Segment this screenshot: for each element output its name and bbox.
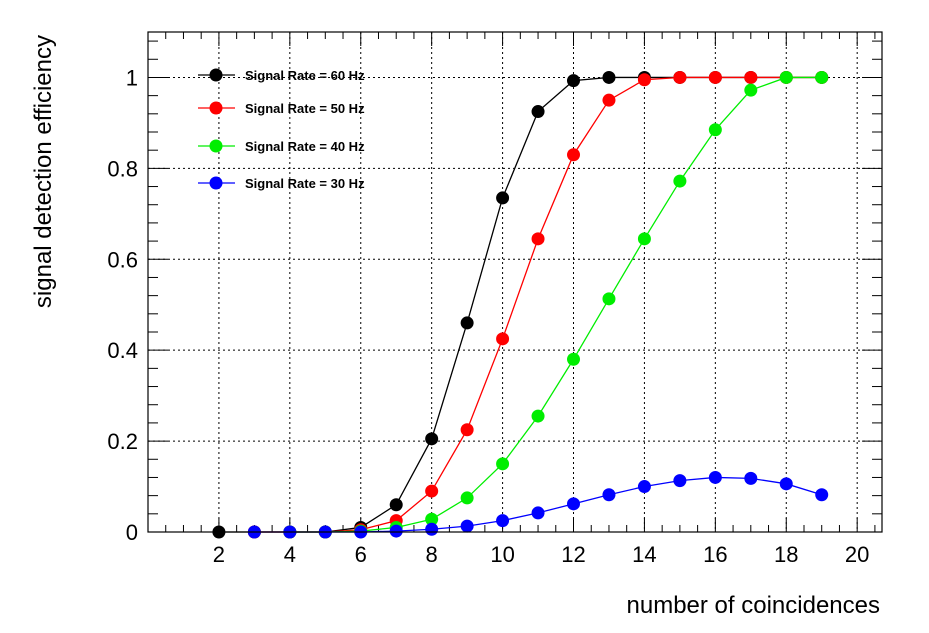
tick-labels: 2 4 6 8 10 12 14 16 18 20 0 0.2 0.4 0.6 0.8 1 (107, 65, 869, 567)
series-line (289, 76, 822, 533)
plot-frame (147, 31, 883, 533)
data-point (389, 524, 403, 538)
data-point (673, 174, 687, 188)
series-line (254, 476, 822, 533)
legend-label: Signal Rate = 50 Hz (245, 101, 365, 116)
data-point (637, 73, 651, 87)
y-tick-label: 0.4 (107, 338, 138, 363)
legend-entry: Signal Rate = 60 Hz (198, 68, 365, 83)
data-point (496, 332, 510, 346)
data-point (637, 480, 651, 494)
data-point (637, 232, 651, 246)
x-axis-title: number of coincidences (627, 592, 880, 619)
legend-marker (209, 176, 223, 190)
data-point (815, 70, 829, 84)
data-point (425, 522, 439, 536)
data-point (425, 432, 439, 446)
data-point (460, 423, 474, 437)
y-tick-label: 0.6 (107, 247, 138, 272)
data-point (744, 83, 758, 97)
data-point (567, 148, 581, 162)
series-2 (283, 70, 829, 539)
y-tick-label: 0.2 (107, 429, 138, 454)
legend-marker (209, 68, 223, 82)
data-point (460, 519, 474, 533)
x-tick-label: 16 (703, 542, 727, 567)
x-tick-label: 18 (774, 542, 798, 567)
data-point (815, 488, 829, 502)
data-point (531, 232, 545, 246)
data-point (673, 70, 687, 84)
data-point (531, 409, 545, 423)
data-point (602, 93, 616, 107)
data-point (567, 352, 581, 366)
x-tick-label: 4 (284, 542, 296, 567)
legend-label: Signal Rate = 40 Hz (245, 139, 365, 154)
legend-label: Signal Rate = 60 Hz (245, 68, 365, 83)
x-tick-label: 10 (490, 542, 514, 567)
y-axis-title: signal detection efficiency (30, 35, 57, 308)
series-layer (212, 70, 829, 539)
y-tick-label: 0.8 (107, 156, 138, 181)
legend: Signal Rate = 60 Hz Signal Rate = 50 Hz Si… (198, 68, 365, 191)
data-point (602, 292, 616, 306)
data-point (425, 512, 439, 526)
axis-ticks (148, 32, 882, 533)
legend-entry: Signal Rate = 30 Hz (198, 176, 365, 191)
data-point (779, 70, 793, 84)
legend-label: Signal Rate = 30 Hz (245, 176, 365, 191)
legend-marker (209, 139, 223, 153)
data-point (460, 491, 474, 505)
x-tick-label: 2 (213, 542, 225, 567)
x-tick-label: 12 (561, 542, 585, 567)
data-point (531, 105, 545, 119)
legend-entry: Signal Rate = 50 Hz (198, 101, 365, 116)
x-tick-label: 14 (632, 542, 656, 567)
data-point (496, 514, 510, 528)
data-point (708, 470, 722, 484)
data-point (496, 191, 510, 205)
legend-entry: Signal Rate = 40 Hz (198, 139, 365, 154)
x-tick-label: 20 (845, 542, 869, 567)
data-point (673, 474, 687, 488)
data-point (460, 316, 474, 330)
data-point (744, 70, 758, 84)
data-point (531, 506, 545, 520)
y-tick-label: 0 (126, 520, 138, 545)
data-point (567, 497, 581, 511)
data-point (744, 471, 758, 485)
legend-marker (209, 101, 223, 115)
x-tick-label: 6 (355, 542, 367, 567)
data-point (708, 123, 722, 137)
y-tick-label: 1 (126, 65, 138, 90)
data-point (567, 74, 581, 88)
x-tick-label: 8 (426, 542, 438, 567)
data-point (425, 484, 439, 498)
data-point (602, 488, 616, 502)
data-point (708, 70, 722, 84)
data-point (496, 457, 510, 471)
data-point (389, 498, 403, 512)
data-point (779, 477, 793, 491)
data-point (602, 70, 616, 84)
